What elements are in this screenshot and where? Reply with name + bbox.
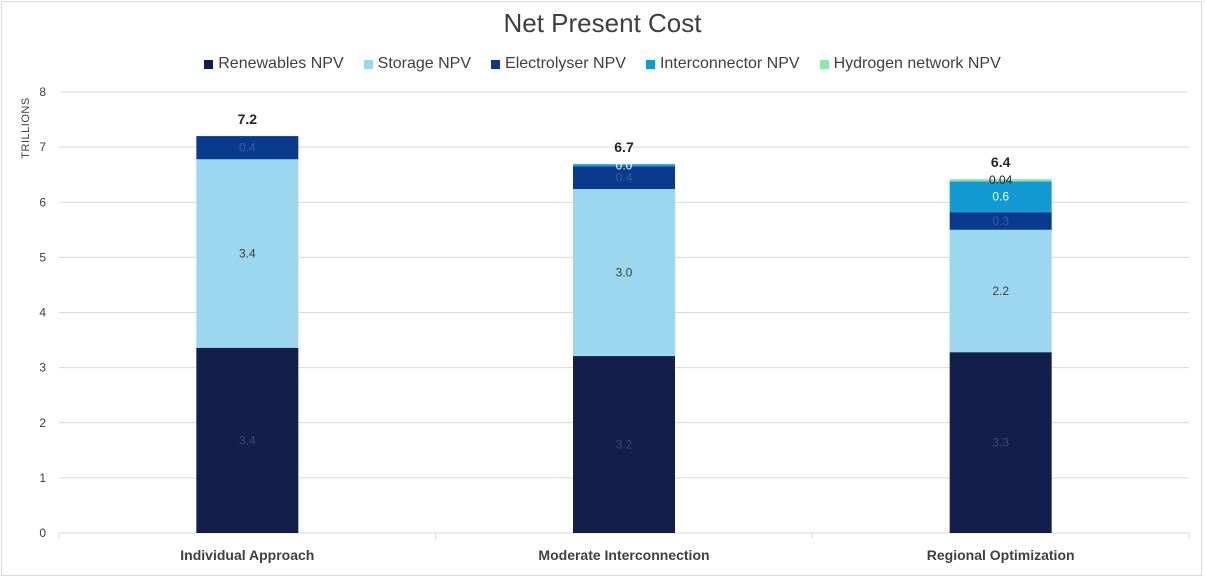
y-tick-label: 3 bbox=[39, 361, 46, 375]
bar-segment bbox=[196, 159, 299, 348]
bar-segment bbox=[949, 181, 1052, 213]
segment-label: 0.4 bbox=[616, 171, 633, 185]
total-label: 6.4 bbox=[991, 154, 1011, 170]
segment-label: 3.2 bbox=[616, 438, 633, 452]
legend-label: Hydrogen network NPV bbox=[833, 55, 1001, 72]
x-category-label: Regional Optimization bbox=[927, 547, 1075, 563]
bar-segment bbox=[573, 164, 675, 167]
legend-label: Storage NPV bbox=[377, 55, 472, 72]
segment-label: 0.4 bbox=[239, 141, 256, 155]
y-tick-label: 1 bbox=[39, 471, 46, 485]
x-category-label: Individual Approach bbox=[180, 547, 314, 563]
legend-item-2: Electrolyser NPV bbox=[491, 55, 626, 73]
segment-label: 0.04 bbox=[989, 173, 1013, 187]
legend-item-0: Renewables NPV bbox=[204, 55, 344, 73]
legend-item-4: Hydrogen network NPV bbox=[819, 55, 1001, 73]
legend-swatch bbox=[363, 59, 373, 69]
segment-label: 3.4 bbox=[239, 247, 256, 261]
segment-label: 3.0 bbox=[616, 266, 633, 280]
bar-segment bbox=[949, 352, 1052, 533]
legend-swatch bbox=[491, 59, 501, 69]
legend-swatch bbox=[204, 59, 214, 69]
segment-label: 0.3 bbox=[992, 214, 1009, 228]
bar-segment bbox=[949, 229, 1052, 353]
bar-segment bbox=[573, 166, 675, 190]
bar-segment bbox=[949, 212, 1052, 230]
chart-legend: Renewables NPV Storage NPV Electrolyser NP… bbox=[0, 55, 1205, 73]
legend-swatch bbox=[645, 59, 655, 69]
y-tick-label: 6 bbox=[39, 195, 46, 209]
y-tick-label: 7 bbox=[39, 140, 46, 154]
legend-label: Interconnector NPV bbox=[659, 55, 800, 72]
bar-segment bbox=[196, 136, 299, 160]
y-tick-label: 5 bbox=[39, 250, 46, 264]
bar-segment bbox=[196, 347, 299, 533]
legend-item-1: Storage NPV bbox=[363, 55, 472, 73]
segment-label: 0.6 bbox=[992, 190, 1009, 204]
y-tick-label: 2 bbox=[39, 416, 46, 430]
chart-title: Net Present Cost bbox=[503, 8, 702, 38]
x-category-label: Moderate Interconnection bbox=[538, 547, 709, 563]
segment-label: 3.3 bbox=[992, 436, 1009, 450]
bar-segment bbox=[949, 179, 1052, 182]
bar-segment bbox=[573, 356, 675, 533]
total-label: 6.7 bbox=[614, 139, 634, 155]
segment-label: 3.4 bbox=[239, 433, 256, 447]
segment-label: 2.2 bbox=[992, 284, 1009, 298]
legend-label: Renewables NPV bbox=[218, 55, 344, 72]
total-label: 7.2 bbox=[238, 111, 258, 127]
y-tick-label: 0 bbox=[39, 526, 46, 540]
legend-swatch bbox=[819, 59, 829, 69]
bar-segment bbox=[573, 189, 675, 357]
y-tick-label: 4 bbox=[39, 306, 46, 320]
segment-label: 0.0 bbox=[616, 158, 633, 172]
legend-label: Electrolyser NPV bbox=[505, 55, 626, 72]
y-tick-label: 8 bbox=[39, 85, 46, 99]
legend-item-3: Interconnector NPV bbox=[645, 55, 800, 73]
